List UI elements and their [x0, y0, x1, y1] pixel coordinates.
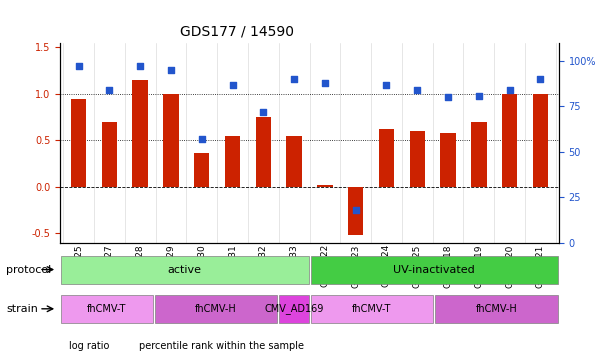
FancyBboxPatch shape: [61, 256, 308, 284]
Text: protocol: protocol: [6, 265, 51, 275]
Point: [505, 87, 514, 93]
Point: [412, 87, 422, 93]
Bar: [225, 136, 240, 187]
Bar: [317, 185, 332, 187]
Point: [474, 93, 484, 99]
Point: [197, 136, 207, 142]
Text: fhCMV-H: fhCMV-H: [476, 304, 517, 314]
Point: [228, 82, 237, 87]
FancyBboxPatch shape: [279, 295, 308, 323]
Bar: [71, 99, 87, 187]
Bar: [471, 122, 487, 187]
Point: [351, 207, 361, 213]
Text: fhCMV-T: fhCMV-T: [352, 304, 392, 314]
Point: [258, 109, 268, 115]
Text: fhCMV-T: fhCMV-T: [87, 304, 127, 314]
Text: CMV_AD169: CMV_AD169: [264, 303, 323, 314]
Point: [135, 64, 145, 69]
Text: percentile rank within the sample: percentile rank within the sample: [139, 341, 304, 351]
FancyBboxPatch shape: [154, 295, 277, 323]
Text: GDS177 / 14590: GDS177 / 14590: [180, 25, 294, 39]
Text: log ratio: log ratio: [69, 341, 109, 351]
Bar: [163, 94, 178, 187]
Point: [444, 95, 453, 100]
Text: fhCMV-H: fhCMV-H: [195, 304, 237, 314]
Bar: [410, 131, 425, 187]
FancyBboxPatch shape: [311, 256, 558, 284]
FancyBboxPatch shape: [311, 295, 433, 323]
Point: [320, 80, 330, 86]
Point: [74, 64, 84, 69]
Text: strain: strain: [6, 304, 38, 314]
Text: UV-inactivated: UV-inactivated: [393, 265, 475, 275]
Bar: [132, 80, 148, 187]
Point: [289, 76, 299, 82]
Bar: [102, 122, 117, 187]
Bar: [441, 133, 456, 187]
Point: [535, 76, 545, 82]
Point: [166, 67, 175, 73]
Text: active: active: [168, 265, 202, 275]
FancyBboxPatch shape: [61, 295, 153, 323]
Bar: [287, 136, 302, 187]
Bar: [502, 94, 517, 187]
Point: [382, 82, 391, 87]
Bar: [194, 152, 209, 187]
Bar: [255, 117, 271, 187]
FancyBboxPatch shape: [435, 295, 558, 323]
Bar: [348, 187, 364, 235]
Bar: [532, 94, 548, 187]
Point: [105, 87, 114, 93]
Bar: [379, 129, 394, 187]
